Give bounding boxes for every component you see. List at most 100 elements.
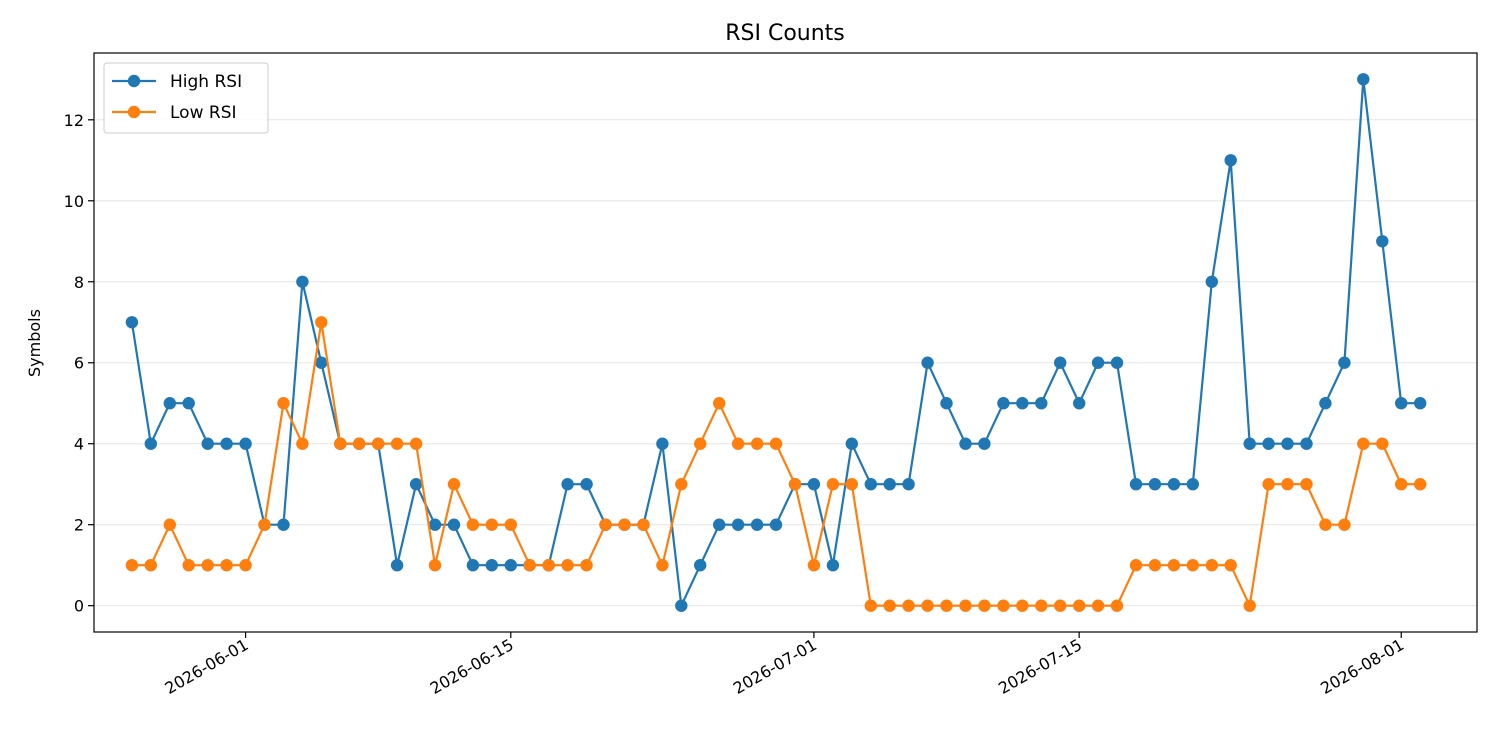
data-point-high-rsi — [694, 559, 707, 572]
legend-swatch-marker — [127, 105, 141, 119]
data-point-low-rsi — [201, 559, 214, 572]
data-point-high-rsi — [428, 518, 442, 531]
data-point-high-rsi — [485, 559, 498, 572]
data-point-low-rsi — [1338, 518, 1351, 531]
data-point-low-rsi — [1300, 478, 1313, 491]
y-tick-label: 2 — [74, 516, 84, 535]
data-point-low-rsi — [1054, 599, 1067, 612]
data-point-low-rsi — [125, 559, 139, 572]
data-point-low-rsi — [447, 478, 461, 491]
data-point-high-rsi — [1110, 356, 1124, 369]
data-point-high-rsi — [504, 559, 517, 572]
data-point-low-rsi — [1073, 599, 1086, 612]
data-point-low-rsi — [353, 437, 366, 450]
data-point-high-rsi — [713, 518, 726, 531]
y-tick-label: 12 — [64, 111, 84, 130]
data-point-low-rsi — [580, 559, 593, 572]
data-point-low-rsi — [296, 437, 309, 450]
data-point-low-rsi — [485, 518, 498, 531]
data-point-low-rsi — [978, 599, 991, 612]
data-point-low-rsi — [656, 559, 669, 572]
x-tick-label: 2026-07-15 — [995, 635, 1085, 698]
x-axis: 2026-06-01 2026-06-15 2026-07-01 2026-07-15… — [162, 632, 1407, 698]
legend-label: High RSI — [170, 72, 242, 92]
data-point-high-rsi — [447, 518, 461, 531]
data-point-low-rsi — [750, 437, 764, 450]
data-point-low-rsi — [731, 437, 745, 450]
x-tick-label: 2026-07-01 — [730, 635, 820, 698]
legend-label: Low RSI — [170, 103, 237, 123]
data-point-low-rsi — [1129, 559, 1143, 572]
data-point-low-rsi — [315, 316, 328, 329]
data-point-low-rsi — [997, 599, 1010, 612]
data-point-low-rsi — [769, 437, 783, 450]
data-point-low-rsi — [883, 599, 896, 612]
data-point-low-rsi — [1016, 599, 1029, 612]
data-point-high-rsi — [731, 518, 745, 531]
data-point-high-rsi — [125, 316, 139, 329]
data-point-low-rsi — [258, 518, 271, 531]
data-point-high-rsi — [1167, 478, 1181, 491]
data-point-low-rsi — [1110, 599, 1124, 612]
data-point-high-rsi — [1414, 397, 1427, 410]
data-point-high-rsi — [1338, 356, 1351, 369]
legend-item-high-rsi: High RSI — [112, 72, 242, 92]
data-point-low-rsi — [864, 599, 877, 612]
data-point-high-rsi — [296, 275, 309, 288]
data-point-low-rsi — [1186, 559, 1200, 572]
data-point-high-rsi — [826, 559, 840, 572]
data-point-low-rsi — [637, 518, 650, 531]
data-point-low-rsi — [163, 518, 176, 531]
data-point-low-rsi — [561, 559, 574, 572]
data-point-high-rsi — [921, 356, 934, 369]
data-point-low-rsi — [1035, 599, 1048, 612]
data-point-low-rsi — [542, 559, 555, 572]
data-point-low-rsi — [466, 518, 480, 531]
data-point-high-rsi — [1091, 356, 1105, 369]
data-point-high-rsi — [163, 397, 176, 410]
data-point-high-rsi — [902, 478, 915, 491]
data-point-low-rsi — [1395, 478, 1408, 491]
y-axis: 0 2 4 6 8 10 12 — [64, 111, 94, 616]
data-point-low-rsi — [1091, 599, 1105, 612]
data-point-high-rsi — [675, 599, 688, 612]
data-point-high-rsi — [315, 356, 328, 369]
data-point-high-rsi — [466, 559, 480, 572]
data-point-high-rsi — [1357, 73, 1370, 86]
data-point-high-rsi — [750, 518, 764, 531]
data-point-high-rsi — [1186, 478, 1200, 491]
data-point-low-rsi — [1376, 437, 1389, 450]
data-point-low-rsi — [1205, 559, 1219, 572]
legend: High RSI Low RSI — [103, 62, 269, 134]
data-point-high-rsi — [1395, 397, 1408, 410]
data-point-high-rsi — [1205, 275, 1219, 288]
data-point-high-rsi — [1243, 437, 1256, 450]
data-point-low-rsi — [675, 478, 688, 491]
legend-swatch-marker — [127, 74, 141, 88]
data-point-high-rsi — [1073, 397, 1086, 410]
data-point-low-rsi — [1243, 599, 1256, 612]
data-point-high-rsi — [883, 478, 896, 491]
data-point-low-rsi — [902, 599, 915, 612]
data-point-high-rsi — [1054, 356, 1067, 369]
data-point-high-rsi — [769, 518, 783, 531]
data-point-low-rsi — [523, 559, 536, 572]
data-point-high-rsi — [580, 478, 593, 491]
data-point-low-rsi — [1148, 559, 1162, 572]
grid-lines — [94, 119, 1477, 607]
data-point-high-rsi — [239, 437, 252, 450]
data-point-low-rsi — [372, 437, 385, 450]
data-point-high-rsi — [1148, 478, 1162, 491]
y-tick-label: 6 — [74, 354, 84, 373]
data-point-low-rsi — [277, 397, 290, 410]
y-tick-label: 4 — [74, 435, 84, 454]
data-point-low-rsi — [940, 599, 953, 612]
series-low-rsi — [125, 316, 1427, 612]
data-point-high-rsi — [845, 437, 858, 450]
data-point-low-rsi — [428, 559, 442, 572]
data-point-high-rsi — [277, 518, 290, 531]
data-point-low-rsi — [959, 599, 972, 612]
data-point-high-rsi — [997, 397, 1010, 410]
x-tick-label: 2026-06-01 — [162, 635, 252, 698]
data-point-high-rsi — [390, 559, 404, 572]
